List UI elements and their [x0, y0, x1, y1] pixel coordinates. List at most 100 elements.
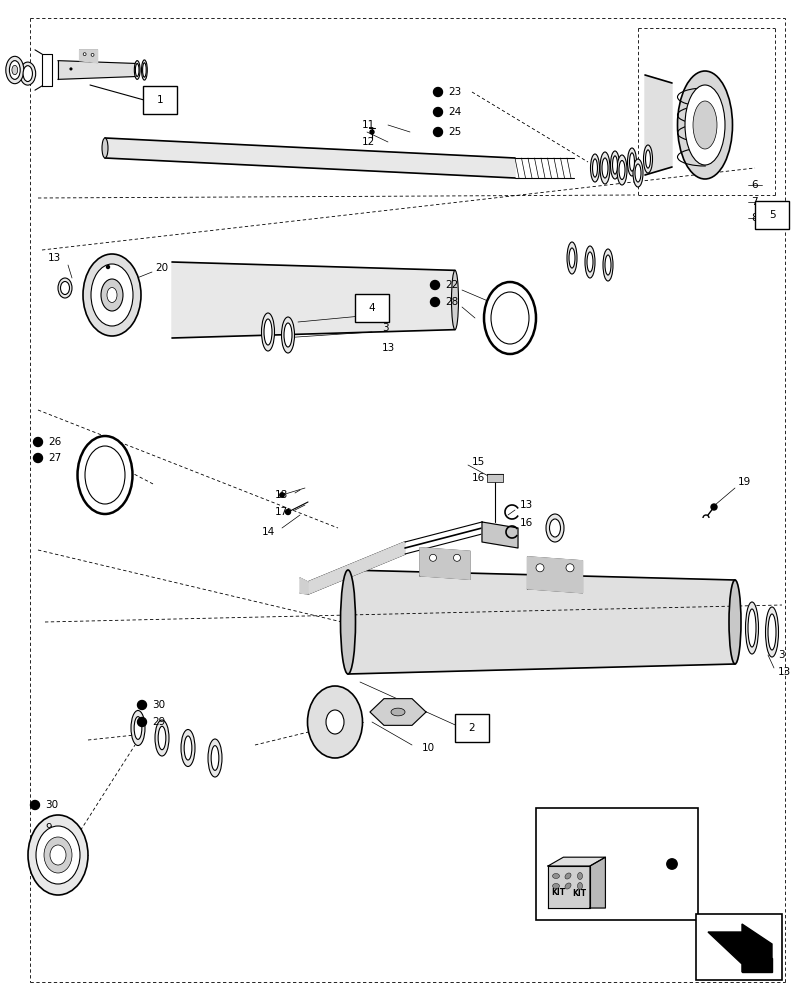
Ellipse shape: [131, 710, 145, 745]
Ellipse shape: [284, 323, 292, 347]
Text: 26: 26: [48, 437, 61, 447]
Text: 6: 6: [750, 180, 757, 190]
Text: KIT: KIT: [572, 889, 586, 898]
Ellipse shape: [692, 101, 716, 149]
Ellipse shape: [19, 62, 36, 85]
Text: 16: 16: [471, 473, 485, 483]
Polygon shape: [370, 699, 426, 725]
Ellipse shape: [155, 720, 169, 756]
Circle shape: [137, 717, 146, 726]
Ellipse shape: [184, 736, 191, 760]
Ellipse shape: [281, 317, 294, 353]
Text: 13: 13: [519, 500, 533, 510]
Ellipse shape: [36, 826, 80, 884]
Ellipse shape: [451, 270, 458, 330]
Ellipse shape: [141, 60, 147, 80]
Circle shape: [535, 564, 543, 572]
Ellipse shape: [599, 152, 609, 184]
Ellipse shape: [208, 739, 221, 777]
Ellipse shape: [107, 288, 117, 302]
Ellipse shape: [747, 609, 755, 647]
FancyBboxPatch shape: [354, 294, 388, 322]
Text: 9: 9: [45, 823, 52, 833]
FancyBboxPatch shape: [454, 714, 488, 742]
Circle shape: [33, 438, 42, 446]
Circle shape: [430, 297, 439, 306]
Ellipse shape: [58, 278, 72, 298]
Ellipse shape: [12, 65, 18, 75]
Ellipse shape: [307, 686, 362, 758]
Ellipse shape: [592, 159, 597, 177]
Polygon shape: [707, 924, 771, 972]
Text: 18: 18: [275, 490, 288, 500]
Ellipse shape: [684, 85, 724, 165]
Polygon shape: [590, 857, 605, 908]
Ellipse shape: [28, 815, 88, 895]
Text: 16: 16: [519, 518, 533, 528]
Ellipse shape: [584, 246, 594, 278]
Circle shape: [453, 554, 460, 561]
Circle shape: [429, 554, 436, 561]
Ellipse shape: [77, 436, 132, 514]
Circle shape: [433, 88, 442, 97]
Ellipse shape: [211, 746, 219, 770]
Text: 8: 8: [750, 213, 757, 223]
Ellipse shape: [564, 883, 570, 889]
Text: 23: 23: [448, 87, 461, 97]
Ellipse shape: [611, 156, 616, 174]
Ellipse shape: [744, 602, 757, 654]
Polygon shape: [527, 557, 581, 593]
Circle shape: [70, 68, 71, 70]
Ellipse shape: [44, 837, 72, 873]
Text: 11: 11: [362, 120, 375, 130]
Text: KIT: KIT: [551, 888, 565, 897]
Text: 17: 17: [275, 507, 288, 517]
Ellipse shape: [603, 249, 612, 281]
Circle shape: [565, 564, 573, 572]
Text: 7: 7: [750, 197, 757, 207]
Ellipse shape: [83, 254, 141, 336]
Ellipse shape: [728, 580, 740, 664]
Text: 13: 13: [48, 253, 61, 263]
Polygon shape: [105, 138, 514, 178]
Ellipse shape: [676, 71, 732, 179]
Text: 25: 25: [448, 127, 461, 137]
Circle shape: [280, 493, 284, 497]
Text: 1: 1: [157, 95, 163, 105]
Ellipse shape: [50, 845, 66, 865]
Ellipse shape: [545, 514, 564, 542]
Ellipse shape: [577, 872, 581, 879]
Text: 4: 4: [368, 303, 375, 313]
Text: 19: 19: [737, 477, 750, 487]
Ellipse shape: [340, 570, 355, 674]
Ellipse shape: [10, 61, 20, 79]
Ellipse shape: [610, 151, 619, 179]
Text: 3: 3: [381, 323, 388, 333]
Polygon shape: [482, 522, 517, 548]
Polygon shape: [644, 75, 672, 175]
Circle shape: [370, 130, 374, 134]
Text: 5: 5: [768, 210, 775, 220]
Polygon shape: [348, 570, 734, 674]
Circle shape: [710, 504, 716, 510]
Polygon shape: [741, 958, 771, 972]
Text: 29: 29: [152, 717, 165, 727]
Ellipse shape: [604, 255, 610, 275]
Circle shape: [83, 53, 86, 56]
Text: 2: 2: [468, 723, 474, 733]
Ellipse shape: [91, 264, 133, 326]
Ellipse shape: [143, 63, 146, 77]
Text: 3: 3: [777, 650, 783, 660]
Polygon shape: [79, 50, 97, 63]
Text: 27: 27: [48, 453, 61, 463]
Circle shape: [33, 454, 42, 462]
Circle shape: [433, 107, 442, 116]
Ellipse shape: [765, 607, 778, 657]
Text: 15: 15: [471, 457, 485, 467]
Ellipse shape: [101, 279, 122, 311]
Ellipse shape: [264, 319, 272, 345]
Ellipse shape: [134, 61, 140, 79]
Ellipse shape: [483, 282, 535, 354]
Ellipse shape: [569, 248, 574, 268]
Ellipse shape: [601, 158, 607, 178]
